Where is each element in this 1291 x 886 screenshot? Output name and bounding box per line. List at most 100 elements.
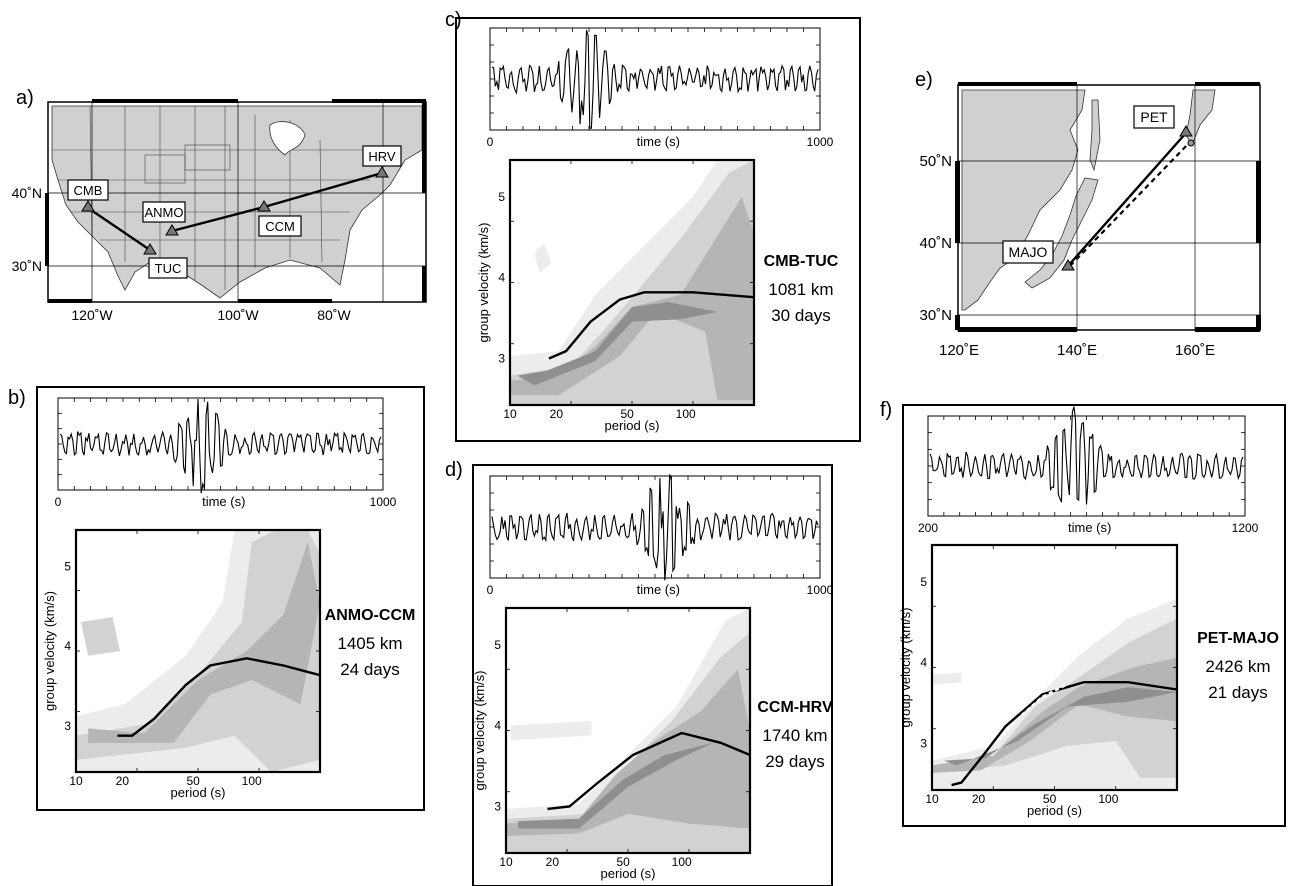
velocity-axis-label: group velocity (km/s) [472, 671, 487, 791]
lon-tick-140e: 140˚E [1057, 342, 1097, 359]
lat-tick-30n: 30˚N [12, 258, 42, 274]
duration-label: 30 days [771, 306, 831, 325]
period-tick: 20 [550, 407, 564, 421]
time-tick-end: 1000 [370, 495, 397, 509]
time-tick-end: 1000 [807, 135, 834, 149]
velocity-tick: 4 [920, 656, 927, 670]
waveform-trace [59, 398, 382, 494]
panel-e-letter: e) [915, 69, 933, 91]
period-tick: 20 [546, 855, 560, 869]
great-lakes [269, 121, 306, 156]
station-labels: CMB ANMO TUC CCM HRV [67, 145, 402, 279]
asia-landmass [961, 89, 1086, 311]
sakhalin [1089, 99, 1101, 172]
period-tick: 50 [186, 774, 200, 788]
ftan-shade-region [506, 669, 750, 836]
map-frame-ticks-e [955, 82, 1261, 332]
distance-label: 1081 km [768, 280, 833, 299]
map-frame-ticks [45, 99, 426, 303]
duration-label: 29 days [765, 752, 825, 771]
lon-tick-80w: 80˚W [317, 307, 351, 323]
lon-tick-100w: 100˚W [217, 307, 259, 323]
velocity-tick: 4 [64, 639, 71, 653]
time-tick-end: 1200 [1232, 521, 1259, 535]
period-tick: 10 [503, 407, 517, 421]
station-label-pet: PET [1140, 109, 1168, 125]
distance-label: 1405 km [337, 634, 402, 653]
ftan-shade-region [88, 542, 320, 743]
panel-f: f) 200 1200 time (s) 10 20 50 100 3 4 5 period (s) g… [880, 399, 1286, 827]
period-tick: 100 [242, 774, 262, 788]
time-axis-label: time (s) [1068, 520, 1111, 535]
waveform-trace [491, 29, 819, 129]
time-tick-start: 200 [918, 521, 938, 535]
us-landmass [51, 105, 423, 299]
station-pair-label: PET-MAJO [1197, 630, 1279, 647]
velocity-tick: 4 [494, 719, 501, 733]
japan-islands [1024, 177, 1099, 289]
velocity-tick: 5 [64, 559, 71, 573]
duration-label: 24 days [340, 660, 400, 679]
station-markers-e [1061, 125, 1195, 271]
kamchatka [1185, 89, 1216, 146]
velocity-axis-label: group velocity (km/s) [898, 608, 913, 728]
dispersion-curve [547, 731, 751, 811]
dispersion-curve [951, 681, 1178, 787]
lon-tick-160e: 160˚E [1175, 342, 1215, 359]
velocity-tick: 3 [498, 351, 505, 365]
period-tick: 20 [116, 774, 130, 788]
velocity-tick: 3 [64, 719, 71, 733]
station-label-majo: MAJO [1009, 244, 1048, 260]
lat-tick-30n-e: 30˚N [919, 307, 952, 324]
ftan-shade-region [517, 302, 718, 386]
station-pair-label: CCM-HRV [757, 699, 833, 716]
station-markers [81, 166, 389, 255]
velocity-tick: 4 [498, 271, 505, 285]
period-axis-label: period (s) [601, 866, 656, 881]
panel-a: a) [12, 87, 427, 323]
time-tick-start: 0 [487, 135, 494, 149]
waveform-frame [57, 397, 384, 491]
station-label-cmb: CMB [74, 183, 103, 198]
period-tick: 10 [499, 855, 513, 869]
time-tick-end: 1000 [807, 583, 834, 597]
station-pair-label: CMB-TUC [764, 253, 839, 270]
ftan-shade-region [76, 530, 320, 772]
ftan-shade-region [534, 243, 552, 273]
japan-map: PET MAJO 120˚E 140˚E 160˚E 50˚N 40˚N 30˚… [919, 82, 1261, 359]
panel-b: b) 0 1000 time (s) 10 20 50 100 3 4 5 period (s) gro… [8, 386, 425, 811]
distance-label: 1740 km [762, 726, 827, 745]
period-tick: 20 [972, 792, 986, 806]
map-grid [48, 102, 426, 302]
velocity-tick: 5 [498, 190, 505, 204]
velocity-tick: 5 [494, 638, 501, 652]
period-tick: 10 [925, 792, 939, 806]
waveform-trace [929, 406, 1244, 505]
period-tick: 100 [1098, 792, 1118, 806]
time-tick-start: 0 [55, 495, 62, 509]
reference-curve [997, 683, 1068, 742]
period-tick: 50 [616, 855, 630, 869]
period-tick: 50 [1043, 792, 1057, 806]
dispersion-curve [548, 291, 755, 360]
velocity-tick: 3 [920, 736, 927, 750]
panel-letter: f) [880, 399, 892, 421]
duration-label: 21 days [1208, 683, 1268, 702]
ftan-shade-region [944, 687, 1177, 766]
ftan-shade-region [932, 618, 1177, 778]
waveform-trace [491, 474, 819, 581]
station-paths [87, 171, 383, 251]
period-tick: 50 [620, 407, 634, 421]
period-tick: 100 [676, 407, 696, 421]
panel-d: d) 0 1000 time (s) 10 20 50 100 3 4 5 period (s) gro… [445, 459, 834, 886]
station-pair-label: ANMO-CCM [325, 607, 416, 624]
distance-label: 2426 km [1205, 657, 1270, 676]
velocity-tick: 5 [920, 575, 927, 589]
lon-tick-120e: 120˚E [939, 342, 979, 359]
lon-tick-120w: 120˚W [71, 307, 113, 323]
station-label-tuc: TUC [155, 261, 182, 276]
period-axis-label: period (s) [1027, 803, 1082, 818]
station-label-anmo: ANMO [145, 205, 184, 220]
us-map: CMB ANMO TUC CCM HRV 120˚W 100˚W 80˚W 40… [12, 99, 427, 323]
